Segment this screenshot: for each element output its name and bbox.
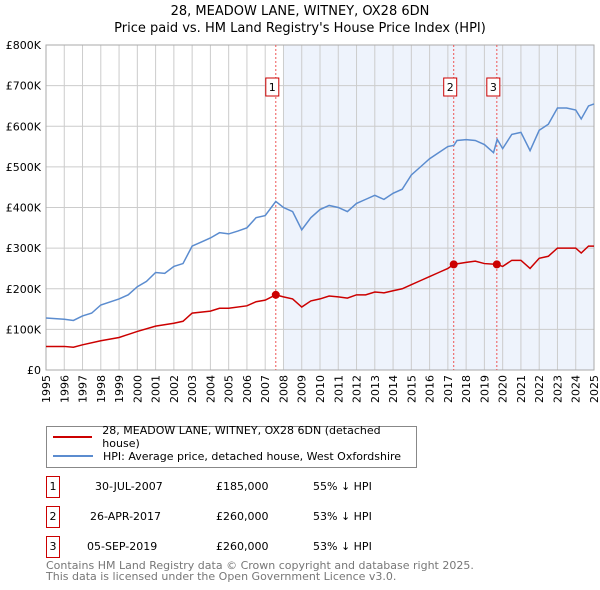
x-tick-label: 2001 — [150, 375, 163, 403]
legend-label: 28, MEADOW LANE, WITNEY, OX28 6DN (detac… — [102, 424, 381, 450]
sale-hpi-diff: 53% ↓ HPI — [313, 540, 372, 553]
x-tick-label: 2024 — [570, 375, 583, 403]
y-tick-label: £400K — [6, 202, 42, 215]
x-tick-label: 1995 — [40, 375, 53, 403]
x-tick-label: 2011 — [332, 375, 345, 403]
x-tick-label: 2000 — [131, 375, 144, 403]
sale-number: 2 — [46, 506, 60, 528]
sale-date: 05-SEP-2019 — [87, 540, 158, 553]
sale-number: 1 — [46, 476, 60, 498]
legend-item-price: 28, MEADOW LANE, WITNEY, OX28 6DN (detac… — [53, 424, 416, 450]
x-tick-label: 2018 — [460, 375, 473, 403]
sale-label-box — [443, 77, 458, 97]
legend-swatch-blue — [53, 455, 93, 457]
sale-date: 26-APR-2017 — [90, 510, 162, 523]
chart-subtitle: Price paid vs. HM Land Registry's House … — [114, 21, 486, 36]
x-tick-label: 2016 — [424, 375, 437, 403]
x-tick-label: 2004 — [204, 375, 217, 403]
x-tick-label: 2014 — [387, 375, 400, 403]
sale-point — [271, 290, 280, 299]
sale-date: 30-JUL-2007 — [95, 480, 163, 493]
x-tick-label: 2015 — [405, 375, 418, 403]
legend-swatch-red — [53, 436, 93, 438]
sale-hpi-diff: 53% ↓ HPI — [313, 510, 372, 523]
sale-label: 1 — [269, 81, 276, 94]
footer-line: This data is licensed under the Open Gov… — [46, 570, 397, 583]
x-tick-label: 2025 — [588, 375, 600, 403]
sale-row: 1 30-JUL-2007 £185,000 55% ↓ HPI — [46, 476, 466, 498]
x-tick-label: 2020 — [497, 375, 510, 403]
x-tick-label: 2012 — [351, 375, 364, 403]
sale-row: 2 26-APR-2017 £260,000 53% ↓ HPI — [46, 506, 466, 528]
x-tick-label: 2022 — [533, 375, 546, 403]
plot-area: 1995 1996 1997 1998 1999 2000 2001 2002 2003 2004… — [6, 39, 600, 403]
y-tick-label: £300K — [6, 242, 42, 255]
series-line — [46, 245, 594, 349]
x-tick-label: 2021 — [515, 375, 528, 403]
x-tick-label: 2010 — [314, 375, 327, 403]
sale-label-box — [486, 77, 501, 97]
y-tick-label: £0 — [27, 364, 41, 377]
legend-item-hpi: HPI: Average price, detached house, West… — [53, 447, 401, 465]
sale-price: £260,000 — [216, 510, 269, 523]
y-tick-label: £500K — [6, 161, 42, 174]
sale-label: 2 — [447, 81, 454, 94]
footer: Contains HM Land Registry data © Crown c… — [46, 560, 474, 582]
x-tick-label: 2002 — [168, 375, 181, 403]
x-tick-label: 2005 — [223, 375, 236, 403]
y-tick-label: £600K — [6, 120, 42, 133]
plot-border — [45, 44, 595, 371]
legend: 28, MEADOW LANE, WITNEY, OX28 6DN (detac… — [46, 424, 417, 468]
x-tick-label: 1997 — [77, 375, 90, 403]
sale-number: 3 — [46, 536, 60, 558]
x-tick-label: 2006 — [241, 375, 254, 403]
x-tick-label: 1999 — [113, 375, 126, 403]
x-tick-label: 2017 — [442, 375, 455, 403]
sale-label: 3 — [490, 81, 497, 94]
sale-point — [492, 260, 501, 269]
x-tick-label: 2009 — [296, 375, 309, 403]
sale-point — [449, 260, 458, 269]
sale-price: £260,000 — [216, 540, 269, 553]
x-tick-label: 2023 — [551, 375, 564, 403]
x-tick-label: 1996 — [58, 375, 71, 403]
series-line — [45, 103, 595, 322]
footer-line: Contains HM Land Registry data © Crown c… — [46, 559, 474, 572]
y-tick-label: £700K — [6, 80, 42, 93]
y-tick-label: £100K — [6, 323, 42, 336]
x-tick-label: 2019 — [478, 375, 491, 403]
x-tick-label: 2003 — [186, 375, 199, 403]
x-tick-label: 2008 — [277, 375, 290, 403]
chart-title: 28, MEADOW LANE, WITNEY, OX28 6DN — [170, 4, 430, 19]
legend-label: HPI: Average price, detached house, West… — [103, 449, 402, 463]
x-tick-label: 2013 — [369, 375, 382, 403]
x-tick-label: 2007 — [259, 375, 272, 403]
sale-row: 3 05-SEP-2019 £260,000 53% ↓ HPI — [46, 536, 466, 558]
sale-hpi-diff: 55% ↓ HPI — [313, 480, 372, 493]
y-tick-label: £800K — [6, 39, 42, 52]
sale-label-box — [265, 77, 280, 97]
y-tick-label: £200K — [6, 283, 42, 296]
sale-price: £185,000 — [216, 480, 269, 493]
x-tick-label: 1998 — [95, 375, 108, 403]
